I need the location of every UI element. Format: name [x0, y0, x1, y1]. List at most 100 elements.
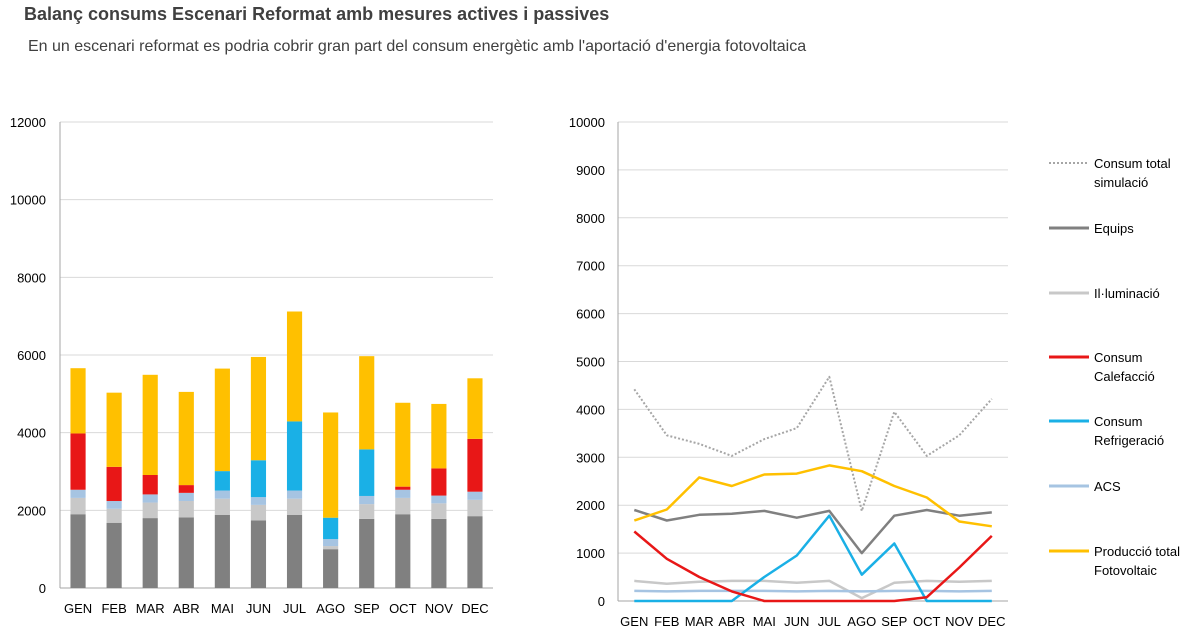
bar-segment: [142, 474, 158, 495]
legend-entry-label: ACS: [1094, 479, 1121, 494]
bar-segment: [467, 499, 483, 517]
bar-segment: [178, 501, 194, 518]
bar-segment: [395, 402, 411, 487]
bar-segment: [431, 468, 447, 496]
bar-x-tick-label: SEP: [354, 601, 380, 616]
legend-entry-label: Consum total: [1094, 156, 1171, 171]
line-series: [634, 579, 992, 600]
legend-entry-label: Refrigeració: [1094, 433, 1164, 448]
line-y-tick-label: 9000: [576, 163, 605, 178]
bar-segment: [431, 503, 447, 519]
bar-segment: [467, 516, 483, 588]
line-y-tick-label: 7000: [576, 259, 605, 274]
bar-segment: [395, 489, 411, 498]
bar-segment: [286, 490, 303, 499]
bar-segment: [395, 514, 411, 588]
line-y-tick-label: 3000: [576, 450, 605, 465]
bar-segment: [359, 449, 375, 496]
bar-segment: [142, 494, 158, 503]
bar-segment: [286, 421, 303, 491]
bar-x-tick-label: MAI: [211, 601, 234, 616]
bar-segment: [250, 356, 267, 461]
bar-segment: [431, 403, 447, 469]
line-x-tick-label: DEC: [978, 614, 1005, 629]
bar-segment: [70, 368, 86, 434]
bar-segment: [395, 497, 411, 515]
legend-entry-label: Calefacció: [1094, 369, 1155, 384]
line-x-tick-label: MAI: [753, 614, 776, 629]
bar-segment: [70, 433, 86, 490]
bar-segment: [142, 502, 158, 519]
line-y-tick-label: 8000: [576, 211, 605, 226]
bar-segment: [106, 466, 122, 502]
line-x-tick-label: JUN: [784, 614, 809, 629]
bar-y-tick-label: 6000: [17, 348, 46, 363]
bar-y-tick-label: 12000: [10, 115, 46, 130]
line-x-tick-label: OCT: [913, 614, 941, 629]
bar-segment: [106, 522, 122, 588]
bar-segment: [214, 490, 230, 499]
bar-segment: [323, 546, 339, 550]
bar-x-tick-label: ABR: [173, 601, 200, 616]
bar-x-tick-label: GEN: [64, 601, 92, 616]
bar-y-tick-label: 2000: [17, 503, 46, 518]
line-y-tick-label: 4000: [576, 402, 605, 417]
legend-entry-label: Producció total: [1094, 544, 1180, 559]
bar-x-tick-label: JUL: [283, 601, 306, 616]
bar-y-tick-label: 4000: [17, 426, 46, 441]
bar-segment: [323, 517, 339, 540]
line-y-tick-label: 5000: [576, 355, 605, 370]
bar-segment: [106, 392, 122, 467]
bar-segment: [70, 497, 86, 515]
bar-segment: [178, 485, 194, 493]
bar-segment: [323, 412, 339, 518]
bar-segment: [323, 539, 339, 547]
bar-segment: [467, 491, 483, 500]
legend-entry-label: Equips: [1094, 221, 1134, 236]
bar-x-tick-label: FEB: [101, 601, 126, 616]
bar-x-tick-label: JUN: [246, 601, 271, 616]
line-y-tick-label: 2000: [576, 498, 605, 513]
bar-segment: [250, 460, 267, 498]
bar-x-tick-label: MAR: [136, 601, 165, 616]
line-x-tick-label: AGO: [847, 614, 876, 629]
bar-segment: [250, 497, 267, 505]
bar-segment: [70, 489, 86, 498]
bar-segment: [286, 311, 303, 422]
line-x-tick-label: MAR: [685, 614, 714, 629]
bar-segment: [431, 518, 447, 588]
bar-segment: [178, 492, 194, 502]
line-series: [633, 464, 992, 528]
bar-segment: [359, 504, 375, 519]
bar-y-tick-label: 10000: [10, 193, 46, 208]
line-y-tick-label: 6000: [576, 307, 605, 322]
bar-segment: [214, 498, 230, 515]
bar-segment: [106, 501, 122, 509]
line-x-tick-label: GEN: [620, 614, 648, 629]
line-series: [633, 530, 993, 603]
bar-segment: [106, 508, 122, 523]
bar-segment: [178, 517, 194, 588]
bar-segment: [250, 504, 267, 521]
bar-y-tick-label: 8000: [17, 270, 46, 285]
bar-x-tick-label: OCT: [389, 601, 417, 616]
bar-segment: [467, 378, 483, 439]
bar-segment: [467, 438, 483, 492]
bar-segment: [286, 498, 303, 515]
bar-segment: [70, 514, 86, 588]
legend-entry-label: Fotovoltaic: [1094, 563, 1157, 578]
legend-entry-label: Il·luminació: [1094, 286, 1160, 301]
line-series: [633, 508, 992, 555]
bar-segment: [359, 356, 375, 450]
legend-entry-label: simulació: [1094, 175, 1148, 190]
line-x-tick-label: NOV: [945, 614, 974, 629]
line-y-tick-label: 10000: [569, 115, 605, 130]
bar-segment: [214, 514, 230, 588]
line-x-tick-label: SEP: [881, 614, 907, 629]
bar-x-tick-label: AGO: [316, 601, 345, 616]
bar-segment: [431, 495, 447, 504]
line-x-tick-label: FEB: [654, 614, 679, 629]
bar-segment: [214, 368, 230, 472]
line-y-tick-label: 1000: [576, 546, 605, 561]
